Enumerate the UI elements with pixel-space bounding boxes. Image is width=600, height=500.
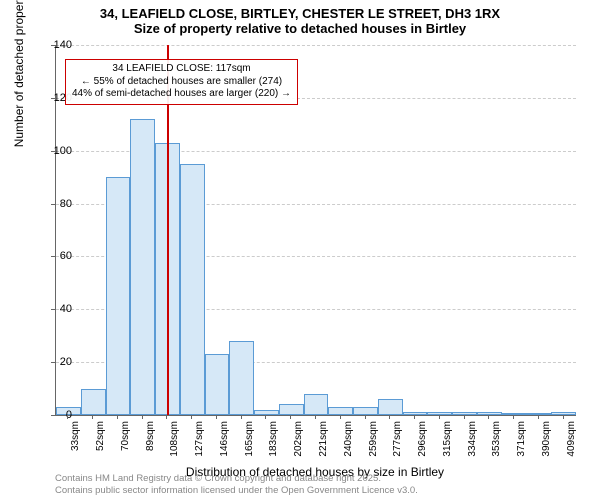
annotation-line2: ← 55% of detached houses are smaller (27… <box>72 76 291 89</box>
x-tick-mark <box>464 415 465 419</box>
x-tick-mark <box>265 415 266 419</box>
x-tick-label: 409sqm <box>566 421 577 466</box>
x-tick-mark <box>414 415 415 419</box>
histogram-bar <box>353 407 378 415</box>
x-tick-mark <box>92 415 93 419</box>
annotation-line1: 34 LEAFIELD CLOSE: 117sqm <box>72 63 291 76</box>
y-tick-label: 60 <box>42 250 72 262</box>
x-tick-label: 353sqm <box>491 421 502 466</box>
x-tick-mark <box>166 415 167 419</box>
histogram-bar <box>328 407 353 415</box>
y-tick-label: 140 <box>42 39 72 51</box>
histogram-bar <box>130 119 155 415</box>
x-tick-label: 202sqm <box>293 421 304 466</box>
x-tick-label: 371sqm <box>516 421 527 466</box>
annotation-line3: 44% of semi-detached houses are larger (… <box>72 88 291 101</box>
y-tick-label: 40 <box>42 303 72 315</box>
x-tick-label: 52sqm <box>95 421 106 466</box>
y-tick-mark <box>51 256 55 257</box>
x-tick-label: 315sqm <box>442 421 453 466</box>
histogram-bar <box>304 394 329 415</box>
y-tick-mark <box>51 45 55 46</box>
x-tick-label: 165sqm <box>244 421 255 466</box>
histogram-bar <box>205 354 230 415</box>
footer-attribution: Contains HM Land Registry data © Crown c… <box>55 473 418 496</box>
x-tick-mark <box>117 415 118 419</box>
x-tick-label: 127sqm <box>194 421 205 466</box>
y-tick-mark <box>51 204 55 205</box>
x-tick-label: 89sqm <box>145 421 156 466</box>
histogram-bar <box>378 399 403 415</box>
y-tick-label: 20 <box>42 356 72 368</box>
title-line2: Size of property relative to detached ho… <box>0 21 600 36</box>
y-tick-mark <box>51 309 55 310</box>
y-tick-mark <box>51 415 55 416</box>
x-tick-mark <box>142 415 143 419</box>
annotation-box: 34 LEAFIELD CLOSE: 117sqm← 55% of detach… <box>65 59 298 105</box>
x-tick-label: 146sqm <box>219 421 230 466</box>
grid-line <box>56 45 576 46</box>
x-tick-label: 277sqm <box>392 421 403 466</box>
x-tick-mark <box>389 415 390 419</box>
x-tick-label: 390sqm <box>541 421 552 466</box>
histogram-bar <box>180 164 205 415</box>
x-tick-mark <box>191 415 192 419</box>
title-area: 34, LEAFIELD CLOSE, BIRTLEY, CHESTER LE … <box>0 0 600 36</box>
x-tick-label: 334sqm <box>467 421 478 466</box>
x-tick-mark <box>315 415 316 419</box>
x-tick-label: 221sqm <box>318 421 329 466</box>
y-tick-mark <box>51 151 55 152</box>
y-tick-label: 100 <box>42 145 72 157</box>
x-tick-mark <box>538 415 539 419</box>
histogram-bar <box>106 177 131 415</box>
y-tick-mark <box>51 362 55 363</box>
histogram-bar <box>526 413 551 415</box>
x-tick-label: 296sqm <box>417 421 428 466</box>
footer-line1: Contains HM Land Registry data © Crown c… <box>55 473 418 484</box>
histogram-bar <box>427 412 452 415</box>
histogram-bar <box>452 412 477 415</box>
x-tick-label: 108sqm <box>169 421 180 466</box>
x-tick-mark <box>290 415 291 419</box>
y-tick-mark <box>51 98 55 99</box>
x-tick-mark <box>241 415 242 419</box>
x-tick-mark <box>563 415 564 419</box>
chart-container: 34, LEAFIELD CLOSE, BIRTLEY, CHESTER LE … <box>0 0 600 500</box>
x-tick-label: 259sqm <box>368 421 379 466</box>
x-tick-mark <box>365 415 366 419</box>
histogram-bar <box>254 410 279 415</box>
x-tick-mark <box>439 415 440 419</box>
histogram-bar <box>81 389 106 415</box>
y-tick-label: 80 <box>42 198 72 210</box>
x-tick-label: 183sqm <box>268 421 279 466</box>
x-tick-mark <box>340 415 341 419</box>
histogram-bar <box>551 412 576 415</box>
x-tick-mark <box>216 415 217 419</box>
x-tick-label: 33sqm <box>70 421 81 466</box>
y-axis-label: Number of detached properties <box>12 0 26 147</box>
x-tick-mark <box>67 415 68 419</box>
histogram-bar <box>279 404 304 415</box>
x-tick-mark <box>488 415 489 419</box>
x-tick-mark <box>513 415 514 419</box>
x-tick-label: 240sqm <box>343 421 354 466</box>
x-tick-label: 70sqm <box>120 421 131 466</box>
histogram-bar <box>229 341 254 415</box>
footer-line2: Contains public sector information licen… <box>55 485 418 496</box>
title-line1: 34, LEAFIELD CLOSE, BIRTLEY, CHESTER LE … <box>0 6 600 21</box>
